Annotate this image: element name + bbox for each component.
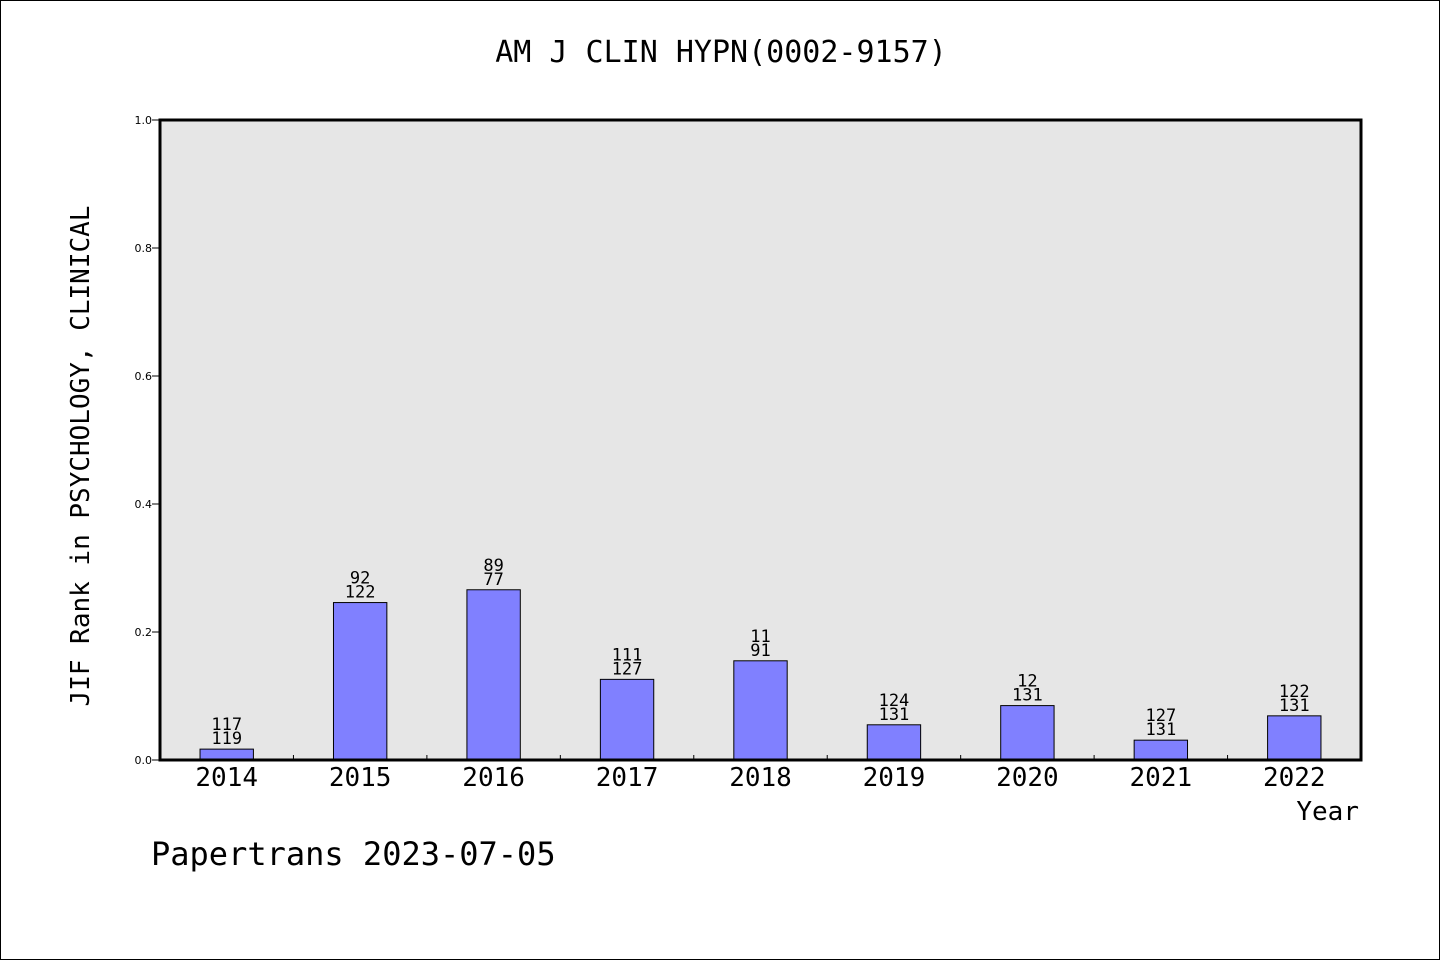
bar [332, 602, 388, 761]
bar-label-top: 111 [612, 645, 643, 665]
bar-label-top: 117 [211, 715, 242, 735]
y-tick-label: 0.8 [135, 242, 153, 255]
x-tick-label: 2018 [729, 763, 792, 793]
x-tick-label: 2021 [1130, 763, 1193, 793]
x-tick-label: 2016 [462, 763, 525, 793]
x-tick-label: 2017 [596, 763, 659, 793]
x-tick-label: 2020 [996, 763, 1059, 793]
bar [199, 748, 254, 761]
y-tick-label: 0.2 [135, 626, 153, 639]
bar-label-bottom: 127 [612, 659, 643, 679]
bar [466, 589, 521, 761]
bar-label-top: 12 [1017, 672, 1037, 692]
bar-label-bottom: 119 [211, 729, 242, 749]
bar-label-top: 89 [483, 556, 503, 576]
x-tick-label: 2015 [329, 763, 392, 793]
bar-label-top: 127 [1145, 706, 1176, 726]
bar-label-top: 92 [350, 569, 370, 589]
chart-title: AM J CLIN HYPN(0002-9157) [495, 35, 947, 70]
x-tick-label: 2014 [195, 763, 258, 793]
y-axis-ticks: 0.0 0.2 0.4 0.6 0.8 1.0 [135, 114, 160, 767]
x-tick-label: 2019 [863, 763, 926, 793]
bar-label-bottom: 77 [483, 570, 503, 590]
x-axis-label: Year [1296, 797, 1359, 827]
x-tick-label: 2022 [1263, 763, 1326, 793]
bar-label-top: 11 [750, 627, 770, 647]
bar-label-bottom: 131 [1279, 696, 1310, 716]
bar [1133, 739, 1189, 761]
plot-border [158, 118, 1363, 762]
bar [599, 678, 655, 761]
bar [866, 724, 922, 761]
bar-label-top: 124 [879, 691, 910, 711]
bar [1000, 705, 1055, 761]
bar [1267, 715, 1322, 761]
y-tick-label: 1.0 [135, 114, 153, 127]
y-tick-label: 0.6 [135, 370, 153, 383]
bar [733, 660, 788, 761]
bar-label-bottom: 131 [1012, 686, 1043, 706]
x-axis-ticks: 2014 2015 2016 2017 2018 2019 2020 2021 2022 [195, 755, 1326, 793]
footer-source-date: Papertrans 2023-07-05 [151, 835, 556, 873]
bar-label-bottom: 122 [345, 583, 376, 603]
y-tick-label: 0.0 [135, 754, 153, 767]
bar-label-bottom: 131 [879, 705, 910, 725]
bar-label-top: 122 [1279, 682, 1310, 702]
bar-label-bottom: 91 [750, 641, 770, 661]
bar-label-bottom: 131 [1145, 720, 1176, 740]
y-tick-label: 0.4 [135, 498, 153, 511]
bars [199, 589, 1322, 761]
